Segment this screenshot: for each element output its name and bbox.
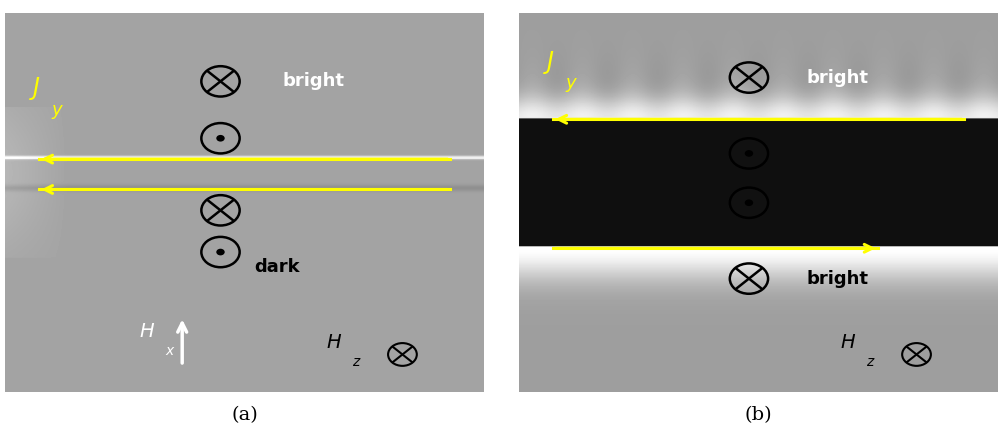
Circle shape [728, 186, 770, 219]
Text: bright: bright [282, 72, 345, 90]
Text: dark: dark [254, 258, 299, 276]
Text: $z$: $z$ [352, 355, 362, 369]
Circle shape [728, 137, 770, 170]
Circle shape [217, 135, 225, 142]
Text: (b): (b) [745, 406, 772, 424]
Text: $H$: $H$ [139, 323, 155, 341]
Text: $\it{y}$: $\it{y}$ [564, 76, 578, 94]
Text: $z$: $z$ [866, 355, 876, 369]
Text: bright: bright [806, 68, 869, 87]
Circle shape [745, 150, 753, 157]
Text: $\it{J}$: $\it{J}$ [29, 75, 41, 102]
Circle shape [217, 249, 225, 255]
Text: $H$: $H$ [326, 334, 342, 352]
Circle shape [745, 199, 753, 206]
Text: $x$: $x$ [165, 344, 176, 358]
Text: $\it{J}$: $\it{J}$ [543, 49, 555, 76]
Text: $\it{y}$: $\it{y}$ [50, 103, 64, 121]
Text: (a): (a) [231, 406, 258, 424]
Text: $H$: $H$ [840, 334, 856, 352]
Text: bright: bright [806, 269, 869, 288]
